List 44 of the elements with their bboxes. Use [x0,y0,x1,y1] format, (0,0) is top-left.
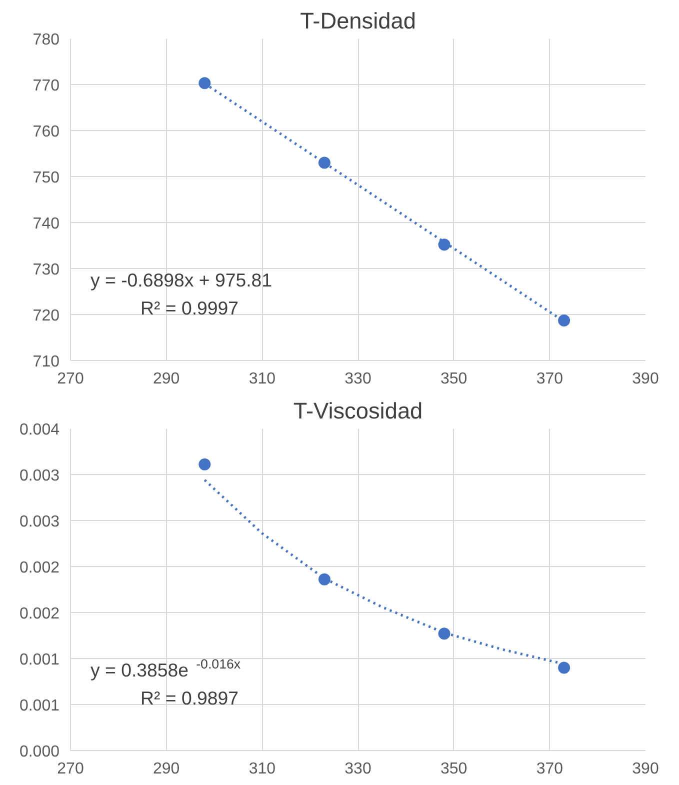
x-tick-label: 310 [248,370,276,388]
annotation: R² = 0.9897 [140,688,239,708]
y-tick-label: 740 [32,216,60,232]
y-tick-label: 710 [32,354,60,370]
point [198,77,211,90]
x-tick-label: 270 [57,370,84,388]
y-tick-label: 0.002 [19,606,60,622]
x-tick-label: 390 [632,760,659,778]
y-tick-label: 780 [32,32,60,48]
y-tick-label: 730 [32,262,60,278]
y-tick-label: 760 [32,124,60,140]
x-tick-label: 310 [248,760,276,778]
x-tick-label: 390 [632,370,659,388]
point [558,314,570,326]
x-tick-label: 370 [536,760,564,778]
x-tick-label: 290 [152,760,180,778]
y-tick-label: 0.002 [19,560,60,576]
annotation: y = -0.6898x + 975.81 [90,270,272,290]
y-tick-label: 0.000 [19,744,60,760]
point [198,458,211,470]
y-tick-label: 0.001 [19,698,60,714]
x-tick-label: 370 [536,370,564,388]
point [318,573,330,586]
chart-title: T-Densidad [300,8,416,34]
y-tick-label: 750 [32,170,60,186]
y-tick-label: 720 [32,308,60,324]
chart-title: T-Viscosidad [293,398,423,424]
y-tick-label: 0.003 [19,514,60,530]
x-tick-label: 350 [440,370,468,388]
x-tick-label: 350 [440,760,468,778]
annotation: y = 0.3858e-0.016x [90,656,241,680]
y-tick-label: 0.001 [19,652,60,668]
y-tick-label: 770 [32,78,60,94]
point [438,238,450,251]
y-tick-label: 0.003 [19,468,60,484]
point [438,628,450,640]
x-tick-label: 270 [57,760,84,778]
point [558,662,570,674]
x-tick-label: 330 [344,370,372,388]
y-tick-label: 0.004 [19,422,60,438]
x-tick-label: 330 [344,760,372,778]
x-tick-label: 290 [152,370,180,388]
point [318,156,330,169]
annotation: R² = 0.9997 [140,298,239,318]
